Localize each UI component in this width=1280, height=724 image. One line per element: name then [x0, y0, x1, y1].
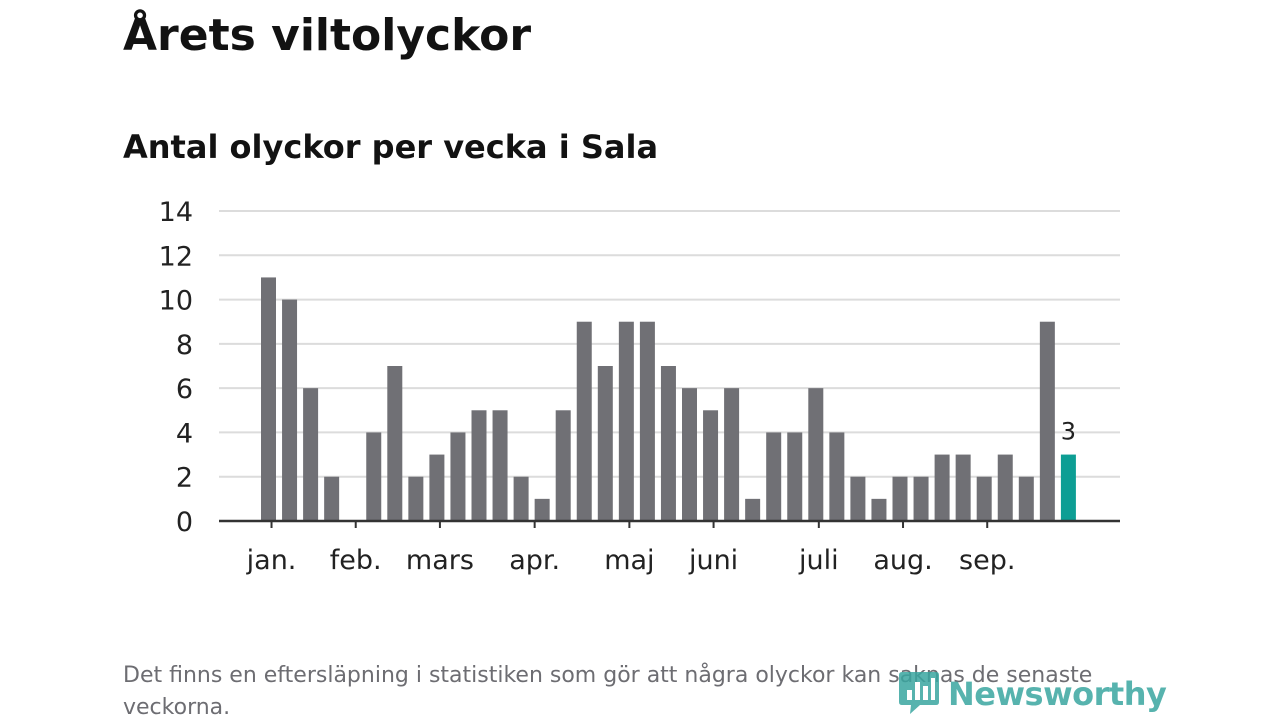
bar-chart-logo-icon [898, 668, 940, 720]
y-axis-ticks: 0 2 4 6 8 10 12 14 [159, 197, 193, 538]
bar [471, 410, 487, 521]
bar [387, 366, 403, 521]
bar [766, 432, 782, 521]
bar [282, 299, 298, 521]
y-tick-label: 12 [159, 241, 193, 272]
bar [997, 454, 1013, 521]
chart-title: Årets viltolyckor [123, 10, 532, 61]
bar [682, 388, 697, 521]
bar [660, 366, 676, 521]
y-tick-label: 0 [176, 507, 193, 538]
y-tick-label: 2 [176, 463, 193, 494]
bar [450, 432, 466, 521]
bars [261, 277, 1076, 521]
bar [303, 388, 319, 521]
bar [492, 410, 508, 521]
brand-logo: Newsworthy [898, 668, 1167, 720]
brand-name: Newsworthy [948, 675, 1167, 713]
bar [261, 277, 276, 521]
data-label: 3 [1061, 418, 1076, 446]
bar [850, 476, 866, 521]
bar [871, 498, 887, 521]
bar [892, 476, 908, 521]
y-tick-label: 10 [159, 286, 193, 317]
y-tick-label: 4 [176, 418, 193, 449]
x-tick-label: mars [406, 545, 474, 576]
bar [534, 498, 550, 521]
x-tick-label: feb. [330, 545, 382, 576]
bar [913, 476, 929, 521]
bar [787, 432, 803, 521]
x-tick-label: sep. [959, 545, 1015, 576]
y-tick-label: 6 [176, 374, 193, 405]
bar [808, 388, 824, 521]
x-tick-label: juni [688, 545, 738, 576]
x-tick-label: jan. [246, 545, 297, 576]
data-labels: 3 [1061, 418, 1076, 446]
bar [703, 410, 719, 521]
y-tick-label: 8 [176, 330, 193, 361]
x-tick-label: apr. [509, 545, 560, 576]
bar [934, 454, 950, 521]
bar [976, 476, 992, 521]
x-axis [219, 519, 1120, 528]
bar [745, 498, 761, 521]
x-tick-label: aug. [873, 545, 932, 576]
chart-subtitle: Antal olyckor per vecka i Sala [123, 128, 659, 166]
bar [576, 321, 592, 521]
bar [366, 432, 382, 521]
x-tick-label: juli [798, 545, 839, 576]
y-tick-label: 14 [159, 197, 193, 228]
bar [724, 388, 740, 521]
bar [324, 476, 340, 521]
bar [829, 432, 845, 521]
bar [597, 366, 613, 521]
bar-current-week [1060, 454, 1076, 521]
bar [408, 476, 424, 521]
bar [555, 410, 571, 521]
x-tick-label: maj [604, 545, 654, 576]
bar [1039, 321, 1055, 521]
bar [429, 454, 445, 521]
x-axis-labels: jan. feb. mars apr. maj juni juli aug. sep. [246, 545, 1016, 576]
bar [1018, 476, 1034, 521]
bar [955, 454, 971, 521]
bar [639, 321, 655, 521]
bar [513, 476, 529, 521]
bar-chart: 0 2 4 6 8 10 12 14 jan. feb. mars apr. maj juni juli a… [159, 197, 1120, 576]
bar [618, 321, 634, 521]
